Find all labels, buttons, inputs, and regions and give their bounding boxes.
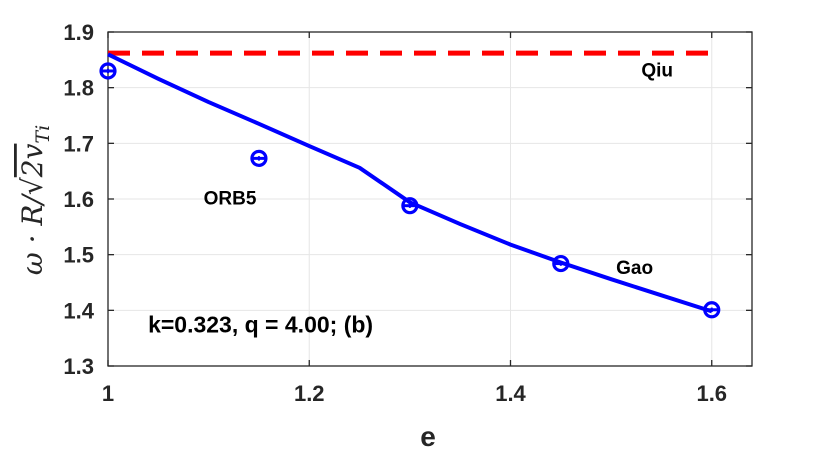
series-orb5-point (250, 149, 268, 167)
x-tick-label: 1.4 (495, 381, 526, 406)
series-orb5-point (703, 301, 721, 319)
x-axis-label: e (420, 421, 436, 452)
orb5-marker (99, 62, 117, 80)
y-label-radicand: 2v (16, 143, 49, 178)
series-gao-line (107, 52, 713, 314)
marker-layer (99, 62, 721, 319)
y-label-subscript: Ti (32, 125, 54, 144)
x-tick-labels: 1 1.2 1.4 1.6 (102, 381, 727, 406)
y-axis-label: ω · R/√2vTi (16, 125, 54, 275)
annotation-qiu: Qiu (641, 61, 673, 82)
y-tick-label: 1.3 (63, 354, 94, 379)
y-tick-label: 1.4 (63, 298, 94, 323)
orb5-marker (250, 149, 268, 167)
series-orb5-point (401, 197, 419, 215)
x-tick-label: 1 (102, 381, 114, 406)
orb5-marker (552, 254, 570, 273)
orb5-marker (401, 197, 419, 215)
axes (107, 31, 753, 367)
y-tick-label: 1.9 (63, 20, 94, 45)
y-tick-label: 1.6 (63, 187, 94, 212)
y-tick-label: 1.8 (63, 76, 94, 101)
y-tick-label: 1.7 (63, 131, 94, 156)
y-tick-labels: 1.3 1.4 1.5 1.6 1.7 1.8 1.9 (63, 20, 94, 379)
y-tick-label: 1.5 (63, 243, 94, 268)
series-orb5-point (99, 62, 117, 80)
series-orb5-point (552, 254, 570, 273)
orb5-marker (703, 301, 721, 319)
y-axis-label-text: ω · R/√2vTi (16, 125, 54, 275)
annotation-gao: Gao (616, 258, 653, 279)
x-tick-label: 1.6 (696, 381, 727, 406)
y-label-root: √ (16, 177, 49, 195)
annotation-orb5: ORB5 (204, 189, 257, 210)
parameter-label: k=0.323, q = 4.00; (b) (148, 312, 373, 338)
y-label-lhs: ω · R/ (16, 193, 49, 276)
series-layer (107, 50, 713, 314)
x-tick-label: 1.2 (294, 381, 325, 406)
